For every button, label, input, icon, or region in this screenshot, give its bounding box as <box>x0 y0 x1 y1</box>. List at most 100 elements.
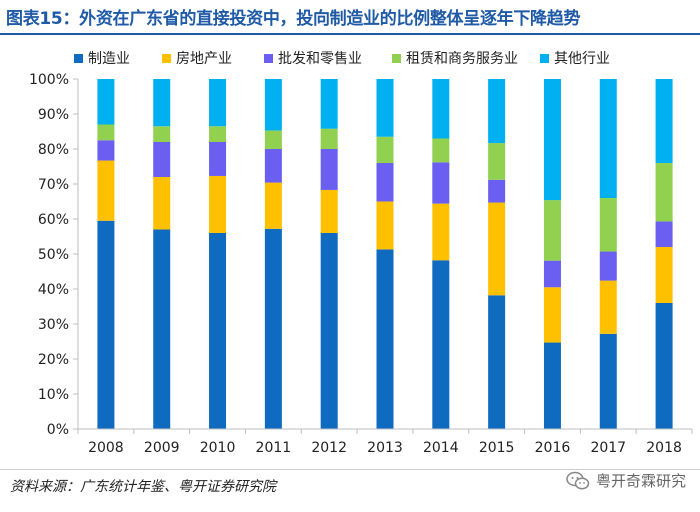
bar-segment-2 <box>209 142 227 176</box>
x-tick-label: 2018 <box>646 440 682 456</box>
legend-item-2: 批发和零售业 <box>264 51 362 67</box>
title-divider <box>0 33 700 35</box>
y-tick-label: 50% <box>38 247 69 263</box>
bar-stack-2011 <box>264 79 282 429</box>
bar-segment-0 <box>153 229 171 429</box>
legend-swatch <box>392 54 401 63</box>
bar-stack-2010 <box>209 79 227 429</box>
bar-segment-4 <box>376 79 394 137</box>
bar-segment-1 <box>264 182 282 229</box>
y-tick-label: 0% <box>47 422 69 438</box>
bar-segment-3 <box>432 138 450 163</box>
y-axis: 0% 10% 20% 30% 40% 50% 60% 70% 80% 90% 100% <box>29 72 79 438</box>
legend-label: 制造业 <box>88 51 130 67</box>
bar-segment-3 <box>97 124 115 141</box>
x-tick-label: 2010 <box>200 440 236 456</box>
bar-segment-4 <box>543 79 561 201</box>
x-tick-label: 2015 <box>479 440 515 456</box>
bar-segment-0 <box>543 342 561 429</box>
x-tick-label: 2013 <box>367 440 403 456</box>
bar-segment-1 <box>543 287 561 343</box>
bar-segment-3 <box>264 130 282 149</box>
bar-stack-2018 <box>655 79 673 429</box>
bar-segment-2 <box>599 251 617 281</box>
bar-segment-2 <box>153 142 171 177</box>
bar-segment-4 <box>488 79 506 144</box>
legend-swatch <box>162 54 171 63</box>
bar-segment-0 <box>264 228 282 429</box>
bar-segment-0 <box>599 333 617 429</box>
x-tick-label: 2016 <box>535 440 571 456</box>
bar-segment-3 <box>320 128 338 149</box>
x-tick-label: 2008 <box>88 440 124 456</box>
bar-segment-1 <box>97 160 115 221</box>
legend-item-3: 租赁和商务服务业 <box>392 51 518 67</box>
bar-segment-0 <box>655 303 673 429</box>
bar-segment-4 <box>153 79 171 127</box>
bar-segment-1 <box>320 189 338 233</box>
bar-segment-1 <box>599 280 617 334</box>
x-axis: 2008 2009 2010 2011 2012 2013 2014 2015 2016 2017… <box>77 428 693 456</box>
watermark-text: 粤开奇霖研究 <box>595 472 686 490</box>
bar-segment-2 <box>432 162 450 204</box>
bar-segment-2 <box>320 149 338 190</box>
legend-item-4: 其他行业 <box>540 51 610 67</box>
x-tick-label: 2012 <box>311 440 347 456</box>
y-tick-label: 10% <box>38 387 69 403</box>
bar-segment-3 <box>153 126 171 142</box>
legend-item-1: 房地产业 <box>162 51 232 67</box>
bar-segment-2 <box>264 149 282 183</box>
y-tick-label: 60% <box>38 212 69 228</box>
bar-stack-2015 <box>488 79 506 429</box>
bar-segment-1 <box>376 201 394 250</box>
bar-segment-2 <box>488 179 506 203</box>
bar-segment-0 <box>488 295 506 429</box>
bar-segment-4 <box>209 79 227 127</box>
x-tick-label: 2011 <box>256 440 292 456</box>
bar-segment-2 <box>97 140 115 161</box>
bar-segment-4 <box>97 79 115 125</box>
bar-segment-0 <box>320 233 338 429</box>
bar-stack-2013 <box>376 79 394 429</box>
bar-segment-2 <box>376 163 394 202</box>
legend-label: 租赁和商务服务业 <box>406 51 518 67</box>
y-tick-label: 30% <box>38 317 69 333</box>
bar-segment-4 <box>655 79 673 163</box>
bar-segment-1 <box>153 177 171 230</box>
bar-stack-2009 <box>153 79 171 429</box>
y-tick-label: 80% <box>38 142 69 158</box>
bar-segment-3 <box>488 143 506 180</box>
bar-segment-3 <box>655 163 673 222</box>
bar-segment-1 <box>209 175 227 233</box>
watermark: 粤开奇霖研究 <box>566 470 686 491</box>
legend-label: 批发和零售业 <box>278 51 362 67</box>
legend-swatch <box>74 54 83 63</box>
bar-segment-4 <box>432 79 450 139</box>
stacked-bar-chart: 制造业 房地产业 批发和零售业 租赁和商务服务业 其他行业 0% 10% 20% 30% 40%… <box>29 51 693 456</box>
x-tick-label: 2009 <box>144 440 180 456</box>
legend-label: 房地产业 <box>176 51 232 67</box>
bar-segment-2 <box>655 221 673 247</box>
chart-title: 图表15：外资在广东省的直接投资中，投向制造业的比例整体呈逐年下降趋势 <box>6 9 581 29</box>
y-tick-label: 70% <box>38 177 69 193</box>
bar-stack-2012 <box>320 79 338 429</box>
y-tick-label: 100% <box>29 72 69 88</box>
bar-stack-2008 <box>97 79 115 429</box>
y-tick-label: 20% <box>38 352 69 368</box>
footer-divider <box>0 469 700 470</box>
bar-segment-1 <box>655 247 673 303</box>
wechat-icon <box>566 471 590 491</box>
bar-segment-0 <box>432 260 450 429</box>
legend: 制造业 房地产业 批发和零售业 租赁和商务服务业 其他行业 <box>74 51 610 67</box>
bar-segment-0 <box>97 220 115 429</box>
source-note: 资料来源：广东统计年鉴、粤开证券研究院 <box>10 479 276 495</box>
bar-segment-4 <box>599 79 617 198</box>
bar-segment-2 <box>543 260 561 288</box>
bar-segment-0 <box>376 249 394 429</box>
legend-item-0: 制造业 <box>74 51 130 67</box>
bar-segment-1 <box>432 203 450 261</box>
legend-swatch <box>264 54 273 63</box>
bar-segment-3 <box>599 198 617 252</box>
y-tick-label: 40% <box>38 282 69 298</box>
bars <box>97 79 673 429</box>
